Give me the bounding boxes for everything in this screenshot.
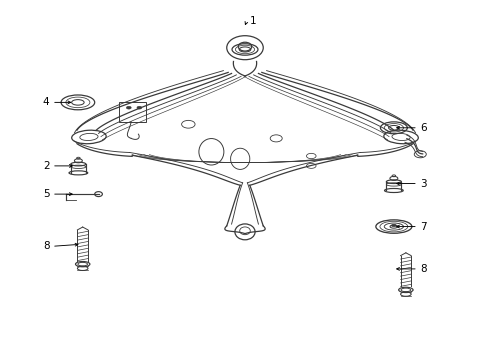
Text: 8: 8 [43, 241, 49, 251]
Text: 4: 4 [43, 98, 49, 107]
Text: 1: 1 [249, 15, 256, 26]
Text: 3: 3 [420, 179, 427, 189]
Text: 2: 2 [43, 161, 49, 171]
Ellipse shape [137, 106, 142, 109]
Text: 7: 7 [420, 221, 427, 231]
Text: 5: 5 [43, 189, 49, 199]
Ellipse shape [126, 106, 131, 109]
Ellipse shape [392, 224, 396, 227]
Text: 8: 8 [420, 264, 427, 274]
Text: 6: 6 [420, 123, 427, 133]
